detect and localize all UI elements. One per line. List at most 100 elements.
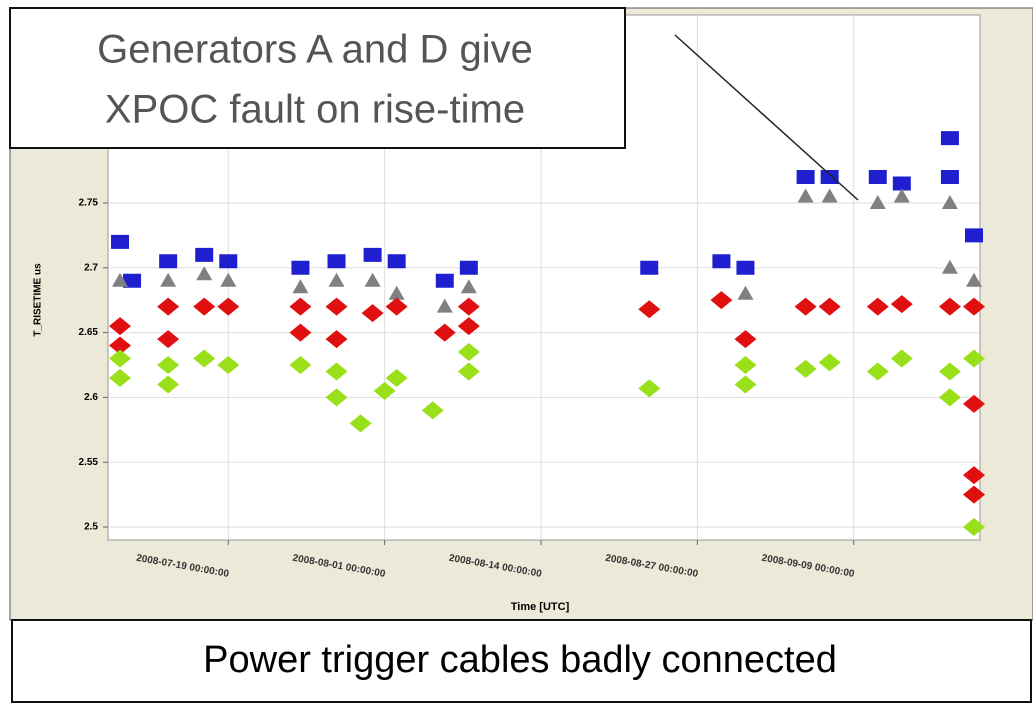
annotation-arrow xyxy=(674,34,859,201)
point xyxy=(938,362,961,381)
point xyxy=(112,272,129,287)
x-axis-label: Time [UTC] xyxy=(511,601,570,613)
point xyxy=(962,394,985,413)
point xyxy=(421,401,444,420)
point xyxy=(794,297,817,316)
annotation-line: Generators A and D give xyxy=(97,28,533,72)
annotation-line: XPOC fault on rise-time xyxy=(105,88,525,132)
point xyxy=(737,285,754,300)
point xyxy=(325,330,348,349)
y-tick-label: 2.7 xyxy=(84,262,98,273)
point xyxy=(193,297,216,316)
point xyxy=(436,298,453,313)
point xyxy=(457,317,480,336)
point xyxy=(460,279,477,294)
point xyxy=(388,285,405,300)
point xyxy=(325,388,348,407)
y-tick-label: 2.75 xyxy=(79,198,99,209)
point xyxy=(820,170,839,185)
point xyxy=(797,188,814,203)
point xyxy=(890,349,913,368)
point xyxy=(193,349,216,368)
point xyxy=(109,368,132,387)
point xyxy=(941,259,958,274)
point xyxy=(123,273,142,288)
y-tick-label: 2.5 xyxy=(84,522,98,533)
point xyxy=(457,343,480,362)
point xyxy=(217,297,240,316)
point xyxy=(111,234,130,249)
point xyxy=(219,254,238,269)
point xyxy=(962,466,985,485)
y-tick-label: 2.55 xyxy=(79,457,99,468)
point xyxy=(734,330,757,349)
point xyxy=(157,356,180,374)
point xyxy=(640,260,659,275)
y-tick-label: 2.6 xyxy=(84,392,98,403)
point xyxy=(868,170,887,185)
point xyxy=(157,375,180,394)
point xyxy=(457,362,480,381)
point xyxy=(866,362,889,381)
point xyxy=(196,266,213,281)
point xyxy=(157,297,180,316)
caption-box xyxy=(11,619,1032,703)
point xyxy=(962,349,985,368)
point xyxy=(941,194,958,209)
point xyxy=(962,485,985,504)
plot xyxy=(108,15,985,540)
point xyxy=(962,297,985,316)
point xyxy=(325,362,348,381)
point xyxy=(893,188,910,203)
point xyxy=(638,300,661,319)
point xyxy=(220,272,237,287)
point xyxy=(964,228,983,243)
point xyxy=(869,194,886,209)
point xyxy=(385,368,408,387)
point xyxy=(349,414,372,433)
point xyxy=(292,279,309,294)
point xyxy=(866,297,889,316)
point xyxy=(109,336,132,355)
point xyxy=(373,381,396,400)
point xyxy=(794,359,817,378)
point xyxy=(435,273,454,288)
point xyxy=(433,323,456,342)
annotation-box xyxy=(9,7,626,149)
point xyxy=(638,379,661,398)
point xyxy=(734,356,757,374)
point xyxy=(818,297,841,316)
point xyxy=(109,349,132,368)
point xyxy=(965,272,982,287)
point xyxy=(892,176,911,191)
point xyxy=(387,254,406,269)
point xyxy=(291,260,310,275)
point xyxy=(157,330,180,349)
point xyxy=(457,297,480,316)
y-tick-label: 2.65 xyxy=(79,327,99,338)
point xyxy=(962,518,985,537)
point xyxy=(712,254,731,269)
point xyxy=(289,323,312,342)
point xyxy=(109,317,132,336)
point xyxy=(459,260,478,275)
point xyxy=(159,254,178,269)
y-axis-label: T_RISETIME us xyxy=(33,263,44,337)
point xyxy=(364,272,381,287)
point xyxy=(289,356,312,374)
point xyxy=(821,188,838,203)
point xyxy=(217,356,240,374)
point xyxy=(289,297,312,316)
point xyxy=(734,375,757,394)
point xyxy=(938,388,961,407)
point xyxy=(940,131,959,146)
point xyxy=(361,304,384,323)
point xyxy=(195,247,214,262)
point xyxy=(325,297,348,316)
point xyxy=(940,170,959,185)
point xyxy=(736,260,755,275)
point xyxy=(796,170,815,185)
point xyxy=(363,247,382,262)
point xyxy=(327,254,346,269)
